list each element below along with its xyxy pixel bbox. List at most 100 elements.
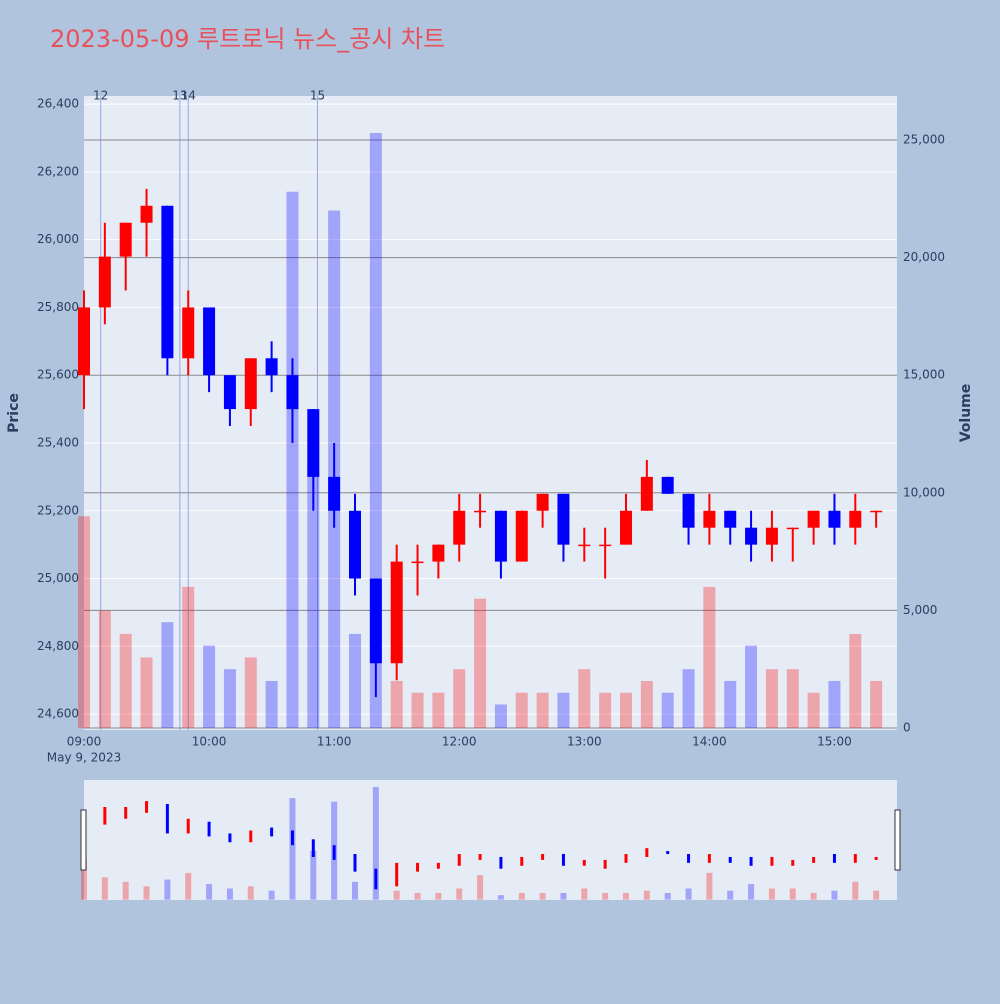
range-slider[interactable]: [84, 780, 897, 900]
volume-bar: [494, 704, 507, 729]
volume-bar: [536, 692, 549, 729]
y2-tick-label: 25,000: [903, 133, 945, 147]
volume-bar: [411, 692, 424, 729]
volume-bar: [474, 598, 487, 729]
candle-body: [328, 476, 341, 511]
candle-body: [494, 510, 507, 562]
volume-bar: [203, 645, 216, 729]
volume-bar: [265, 680, 278, 729]
volume-bar: [119, 633, 132, 729]
y2-tick-label: 0: [903, 721, 911, 735]
x-tick-label: 12:00: [442, 735, 477, 749]
x-tick-label: 14:00: [692, 735, 727, 749]
annotation-label: 15: [310, 89, 325, 103]
annotation-label: 13: [172, 89, 187, 103]
slider-volume: [352, 881, 358, 900]
slider-handle-left[interactable]: [80, 809, 87, 871]
volume-bar: [515, 692, 528, 729]
slider-volume: [122, 881, 129, 900]
candle-body: [515, 510, 528, 562]
candle-body: [599, 544, 612, 547]
candle-body: [223, 375, 236, 410]
x-tick-label: 13:00: [567, 735, 602, 749]
volume-bar: [640, 680, 653, 729]
slider-volume: [852, 881, 859, 900]
slider-volume: [497, 895, 504, 900]
slider-volume: [414, 892, 421, 900]
candle-body: [265, 358, 278, 376]
candle-body: [703, 510, 716, 528]
slider-volume: [289, 798, 296, 900]
candle-body: [182, 307, 195, 359]
volume-bar: [807, 692, 820, 729]
slider-volume: [206, 884, 213, 900]
slider-volume: [831, 890, 838, 900]
x-tick-label: 09:00: [67, 735, 102, 749]
slider-volume: [560, 892, 567, 900]
candle-body: [453, 510, 466, 545]
y-tick-label: 26,200: [37, 164, 79, 178]
slider-handle-right[interactable]: [894, 809, 901, 871]
candle-body: [369, 578, 382, 664]
volume-bar: [244, 657, 257, 729]
y-tick-label: 25,200: [37, 503, 79, 517]
volume-bar: [98, 610, 111, 729]
annotation-label: 14: [181, 89, 196, 103]
volume-bar: [78, 516, 90, 729]
candle-body: [849, 510, 862, 528]
y2-axis-title: Volume: [958, 384, 974, 443]
slider-volume: [706, 872, 713, 900]
candle-body: [98, 256, 111, 308]
volume-bar: [307, 469, 320, 729]
slider-volume: [372, 786, 379, 900]
candle-body: [682, 493, 695, 528]
slider-volume: [810, 892, 817, 900]
x-tick-label: 15:00: [817, 735, 852, 749]
chart-title: 2023-05-09 루트로닉 뉴스_공시 차트: [50, 25, 445, 53]
volume-bar: [724, 680, 737, 729]
candle-body: [870, 510, 883, 513]
volume-bar: [620, 692, 632, 729]
candle-body: [724, 510, 737, 528]
candle-body: [474, 510, 487, 513]
y-tick-label: 25,400: [37, 435, 79, 449]
slider-volume: [310, 850, 317, 900]
annotation-label: 12: [93, 89, 108, 103]
candle-body: [203, 307, 216, 376]
volume-bar: [578, 669, 591, 729]
volume-bar: [786, 669, 799, 729]
slider-volume: [185, 872, 192, 900]
candle-body: [244, 358, 257, 410]
volume-bar: [703, 586, 716, 729]
slider-volume: [81, 859, 87, 900]
volume-bar: [745, 645, 758, 729]
slider-volume: [101, 877, 108, 900]
candle-body: [432, 544, 445, 562]
y2-tick-label: 15,000: [903, 368, 945, 382]
slider-volume: [268, 890, 275, 900]
candle-body: [140, 205, 153, 223]
slider-volume: [748, 884, 755, 900]
slider-volume: [768, 888, 775, 900]
slider-volume: [789, 888, 796, 900]
y-tick-label: 25,800: [37, 300, 79, 314]
slider-volume: [643, 890, 650, 900]
candle-body: [578, 544, 591, 547]
candle-body: [161, 205, 174, 359]
volume-bar: [223, 669, 236, 729]
candle-body: [745, 527, 758, 545]
candle-body: [620, 510, 632, 545]
volume-bar: [140, 657, 153, 729]
candle-body: [411, 561, 424, 564]
slider-volume: [435, 892, 442, 900]
slider-volume: [393, 890, 400, 900]
slider-volume: [247, 886, 254, 900]
candle-body: [536, 493, 549, 511]
candle-body: [828, 510, 841, 528]
slider-volume: [727, 890, 734, 900]
candle-body: [119, 222, 132, 257]
slider-volume: [873, 890, 880, 900]
candle-body: [807, 510, 820, 528]
slider-volume: [623, 892, 629, 900]
y-tick-label: 26,000: [37, 232, 79, 246]
